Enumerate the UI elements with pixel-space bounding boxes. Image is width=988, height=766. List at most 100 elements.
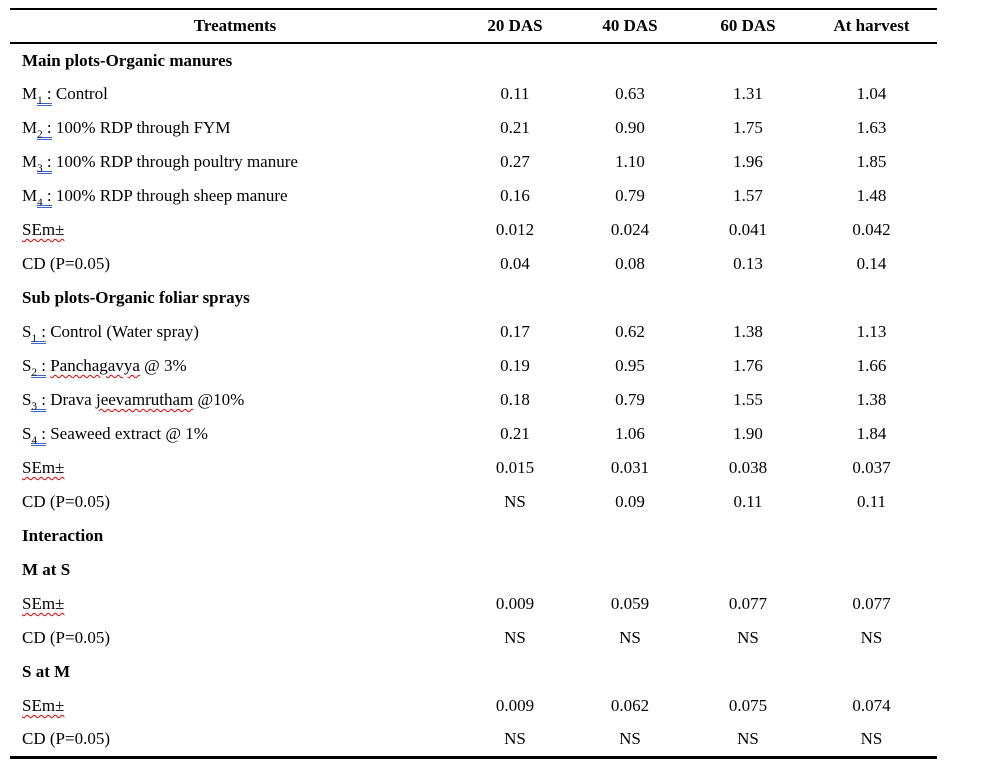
section-label-cell: S at M <box>10 655 460 689</box>
column-header-20das: 20 DAS <box>460 9 570 44</box>
value-cell <box>806 553 937 587</box>
value-cell: 0.79 <box>615 186 645 205</box>
value-cell: NS <box>504 628 526 647</box>
treatment-label-cell: SEm± <box>10 213 460 247</box>
value-cell: 1.96 <box>733 152 763 171</box>
value-cell: 0.16 <box>500 186 530 205</box>
treatment-label-cell: CD (P=0.05) <box>10 247 460 281</box>
table-row: M4 : 100% RDP through sheep manure 0.16 0.… <box>10 179 937 213</box>
value-cell <box>690 655 806 689</box>
value-cell: NS <box>619 729 641 749</box>
misspelled-word: jeevamrutham <box>95 390 194 409</box>
misspelled-word: SEm± <box>22 458 65 477</box>
value-cell: 0.14 <box>856 254 887 273</box>
table-body: Main plots-Organic manures M1 : Control 0.… <box>10 43 937 757</box>
table-row: CD (P=0.05) 0.04 0.08 0.13 0.14 <box>10 247 937 281</box>
section-label-cell: Sub plots-Organic foliar sprays <box>10 281 460 315</box>
treatment-label-cell: CD (P=0.05) <box>10 723 460 757</box>
value-cell: 0.041 <box>728 220 768 239</box>
value-cell: 0.042 <box>852 220 891 239</box>
value-cell: NS <box>504 492 526 511</box>
treatment-label-cell: SEm± <box>10 587 460 621</box>
value-cell: 0.012 <box>495 220 535 239</box>
label-text: Control (Water spray) <box>45 322 199 341</box>
value-cell: 0.024 <box>610 220 650 239</box>
value-cell <box>690 519 806 553</box>
value-cell: 1.13 <box>856 322 887 341</box>
value-cell: 0.074 <box>852 696 891 715</box>
grammar-underline: 1 : <box>37 84 52 107</box>
value-cell: 0.79 <box>615 390 645 409</box>
grammar-underline: 4 : <box>37 186 52 209</box>
value-cell: 0.17 <box>500 322 530 341</box>
value-cell <box>690 281 806 315</box>
grammar-underline: 3 : <box>31 390 46 413</box>
value-cell: 0.08 <box>615 254 645 273</box>
label-text: @10% <box>193 390 245 409</box>
value-cell <box>460 43 570 77</box>
grammar-underline: 1 : <box>31 322 46 345</box>
table-row: CD (P=0.05) NS NS NS NS <box>10 621 937 655</box>
value-cell: 1.31 <box>733 84 763 103</box>
value-cell: 0.015 <box>495 458 535 477</box>
treatment-label-cell: M2 : 100% RDP through FYM <box>10 111 460 145</box>
misspelled-word: SEm± <box>22 696 65 715</box>
label-text: Main plots-Organic manures <box>22 50 233 70</box>
table-row: M2 : 100% RDP through FYM 0.21 0.90 1.75 1.6… <box>10 111 937 145</box>
value-cell: 0.037 <box>852 458 891 477</box>
section-label-cell: Interaction <box>10 519 460 553</box>
label-text: CD (P=0.05) <box>22 492 110 511</box>
table-row: S3 : Drava jeevamrutham @10% 0.18 0.79 1.55… <box>10 383 937 417</box>
value-cell: 0.075 <box>728 696 768 715</box>
value-cell: NS <box>619 628 641 647</box>
section-row: S at M <box>10 655 937 689</box>
value-cell: 0.09 <box>615 492 645 511</box>
value-cell: 0.18 <box>500 390 530 409</box>
value-cell: 0.009 <box>495 594 535 613</box>
section-row: Sub plots-Organic foliar sprays <box>10 281 937 315</box>
label-text: M <box>22 118 38 137</box>
table-header: Treatments 20 DAS 40 DAS 60 DAS At harve… <box>10 9 937 44</box>
treatment-label-cell: M1 : Control <box>10 77 460 111</box>
table-row: M1 : Control 0.11 0.63 1.31 1.04 <box>10 77 937 111</box>
table-row: S2 : Panchagavya @ 3% 0.19 0.95 1.76 1.66 <box>10 349 937 383</box>
value-cell: 0.62 <box>615 322 645 341</box>
treatment-label-cell: SEm± <box>10 451 460 485</box>
value-cell: 0.21 <box>500 424 530 443</box>
value-cell: 0.031 <box>610 458 650 477</box>
value-cell: 0.077 <box>852 594 891 613</box>
value-cell: 1.38 <box>856 390 887 409</box>
grammar-underline: 2 : <box>31 356 46 379</box>
grammar-underline: 3 : <box>37 152 52 175</box>
treatment-label-cell: CD (P=0.05) <box>10 621 460 655</box>
value-cell <box>806 655 937 689</box>
value-cell: 0.13 <box>733 254 763 273</box>
value-cell: 1.76 <box>733 356 763 375</box>
label-text: 100% RDP through FYM <box>51 118 231 137</box>
value-cell <box>690 553 806 587</box>
value-cell: 0.11 <box>856 492 887 511</box>
misspelled-word: SEm± <box>22 220 65 239</box>
label-text: Seaweed extract @ 1% <box>45 424 208 443</box>
value-cell <box>570 553 690 587</box>
section-row: Interaction <box>10 519 937 553</box>
section-row: Main plots-Organic manures <box>10 43 937 77</box>
treatment-label-cell: S1 : Control (Water spray) <box>10 315 460 349</box>
value-cell: 0.11 <box>500 84 530 103</box>
label-text: S <box>22 390 32 409</box>
value-cell: 1.04 <box>856 84 887 103</box>
treatments-results-table: Treatments 20 DAS 40 DAS 60 DAS At harve… <box>10 8 937 759</box>
header-row: Treatments 20 DAS 40 DAS 60 DAS At harve… <box>10 9 937 44</box>
value-cell: 0.19 <box>500 356 530 375</box>
label-text: Sub plots-Organic foliar sprays <box>22 288 250 307</box>
value-cell: 0.21 <box>500 118 530 137</box>
value-cell: 1.66 <box>856 356 887 375</box>
value-cell <box>460 655 570 689</box>
value-cell: 0.077 <box>728 594 768 613</box>
label-text: Interaction <box>22 526 104 545</box>
column-header-60das: 60 DAS <box>690 9 806 44</box>
column-header-40das: 40 DAS <box>570 9 690 44</box>
value-cell <box>806 281 937 315</box>
value-cell: 0.95 <box>615 356 645 375</box>
label-text: 100% RDP through sheep manure <box>51 186 288 205</box>
